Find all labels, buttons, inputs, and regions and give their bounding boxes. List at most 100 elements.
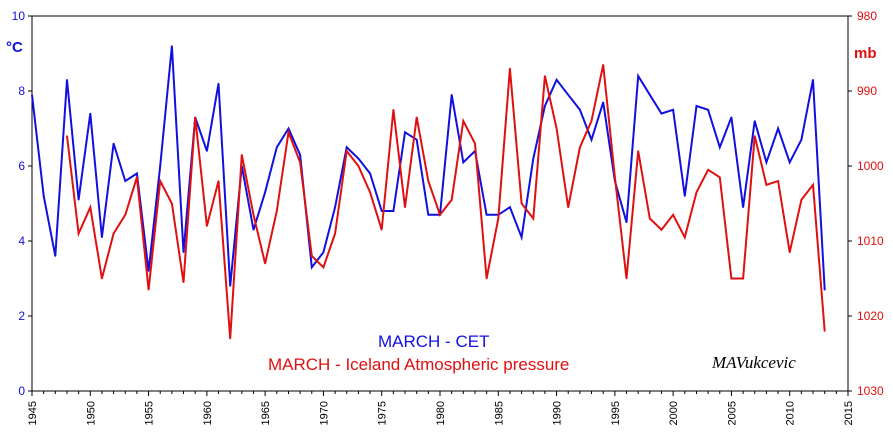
cet-data-point	[54, 255, 57, 257]
iceland-pressure-data-point	[357, 165, 360, 167]
x-axis-tick-label: 1995	[610, 401, 622, 425]
iceland-pressure-data-point	[439, 213, 441, 216]
right-axis-tick-label: 1030	[857, 384, 884, 398]
iceland-pressure-data-point	[77, 232, 80, 235]
iceland-pressure-data-point	[474, 142, 476, 145]
cet-data-point	[345, 146, 348, 149]
x-axis-tick-label: 1950	[85, 401, 97, 425]
cet-data-point	[753, 120, 756, 122]
iceland-pressure-data-point	[660, 228, 663, 231]
iceland-pressure-data-point	[509, 67, 511, 70]
cet-data-point	[101, 236, 103, 239]
iceland-pressure-data-point	[427, 180, 430, 182]
cet-data-point	[89, 112, 92, 115]
x-axis-tick-label: 1965	[260, 401, 272, 425]
cet-data-point	[229, 285, 231, 287]
iceland-pressure-data-point	[182, 281, 185, 284]
iceland-pressure-data-point	[777, 180, 779, 182]
cet-data-point	[788, 161, 791, 164]
cet-data-point	[823, 288, 826, 291]
iceland-pressure-data-point	[252, 213, 255, 216]
legend-iceland-pressure: MARCH - Iceland Atmospheric pressure	[268, 355, 569, 374]
cet-data-point	[276, 146, 278, 149]
cet-data-point	[357, 157, 360, 160]
cet-data-point	[684, 195, 686, 197]
cet-data-point	[660, 112, 663, 115]
cet-data-point	[112, 142, 115, 145]
cet-data-point	[695, 105, 698, 107]
left-axis-unit: °C	[6, 39, 23, 56]
iceland-pressure-data-point	[206, 225, 208, 227]
cet-data-point	[159, 165, 162, 167]
right-axis-unit: mb	[854, 45, 877, 62]
cet-data-point	[800, 138, 803, 141]
x-axis-tick-label: 1970	[318, 401, 330, 425]
iceland-pressure-data-point	[66, 135, 68, 137]
cet-data-point	[707, 108, 709, 111]
cet-data-point	[206, 150, 208, 152]
right-axis-tick-label: 1020	[857, 309, 884, 323]
cet-data-point	[264, 191, 266, 194]
iceland-pressure-data-point	[753, 135, 756, 137]
iceland-pressure-data-point	[136, 176, 138, 179]
cet-data-point	[124, 180, 127, 182]
iceland-pressure-data-point	[765, 183, 768, 186]
cet-data-point	[812, 78, 814, 81]
cet-data-point	[252, 228, 255, 231]
left-axis-tick-label: 8	[18, 84, 25, 98]
cet-data-point	[217, 82, 220, 85]
x-axis-tick-label: 2015	[843, 401, 855, 425]
series-layer	[31, 45, 826, 340]
iceland-pressure-data-point	[101, 277, 103, 280]
cet-data-point	[567, 93, 570, 96]
left-axis-tick-label: 4	[18, 234, 25, 248]
iceland-pressure-data-point	[147, 288, 150, 291]
cet-data-point	[404, 131, 406, 134]
left-axis-tick-label: 0	[18, 384, 25, 398]
cet-data-point	[485, 213, 488, 216]
cet-data-point	[42, 195, 45, 197]
cet-data-point	[742, 206, 744, 209]
cet-data-point	[520, 236, 523, 239]
cet-data-point	[427, 213, 430, 216]
iceland-pressure-data-point	[415, 116, 418, 119]
cet-data-point	[31, 93, 33, 96]
iceland-pressure-data-point	[812, 183, 814, 186]
iceland-pressure-data-point	[276, 210, 278, 212]
cet-data-point	[287, 127, 290, 130]
iceland-pressure-data-point	[369, 191, 371, 194]
iceland-pressure-data-point	[567, 206, 570, 209]
cet-data-point	[590, 138, 593, 141]
iceland-pressure-data-point	[823, 330, 826, 332]
cet-data-point	[334, 206, 336, 209]
cet-data-point	[147, 270, 150, 272]
x-axis-tick-label: 1985	[493, 401, 505, 425]
right-axis-tick-label: 1000	[857, 159, 884, 173]
cet-data-point	[77, 198, 80, 201]
iceland-pressure-data-point	[602, 63, 604, 66]
cet-data-point	[509, 206, 511, 209]
iceland-pressure-data-point	[171, 202, 173, 205]
cet-data-point	[672, 108, 674, 111]
cet-data-point	[649, 93, 651, 96]
cet-data-point	[299, 153, 301, 156]
iceland-pressure-data-point	[684, 236, 686, 239]
cet-data-point	[555, 78, 558, 81]
right-axis-tick-label: 1010	[857, 234, 884, 248]
cet-data-point	[602, 101, 604, 104]
x-axis-tick-label: 1990	[552, 401, 564, 425]
iceland-pressure-data-point	[380, 228, 383, 231]
iceland-pressure-data-point	[334, 232, 336, 235]
x-axis: 1945 1950 1955 1960 1965 1970 1975 1980 1985 1990…	[27, 391, 855, 425]
iceland-pressure-data-point	[462, 120, 465, 122]
iceland-pressure-data-point	[544, 75, 546, 77]
iceland-pressure-data-point	[614, 176, 616, 179]
cet-data-point	[136, 172, 138, 175]
iceland-pressure-data-point	[637, 150, 639, 152]
legend-cet: MARCH - CET	[378, 332, 489, 351]
cet-data-point	[66, 78, 68, 81]
iceland-pressure-data-point	[649, 217, 651, 220]
left-axis-tick-label: 10	[12, 9, 26, 23]
x-axis-tick-label: 2010	[785, 401, 797, 425]
